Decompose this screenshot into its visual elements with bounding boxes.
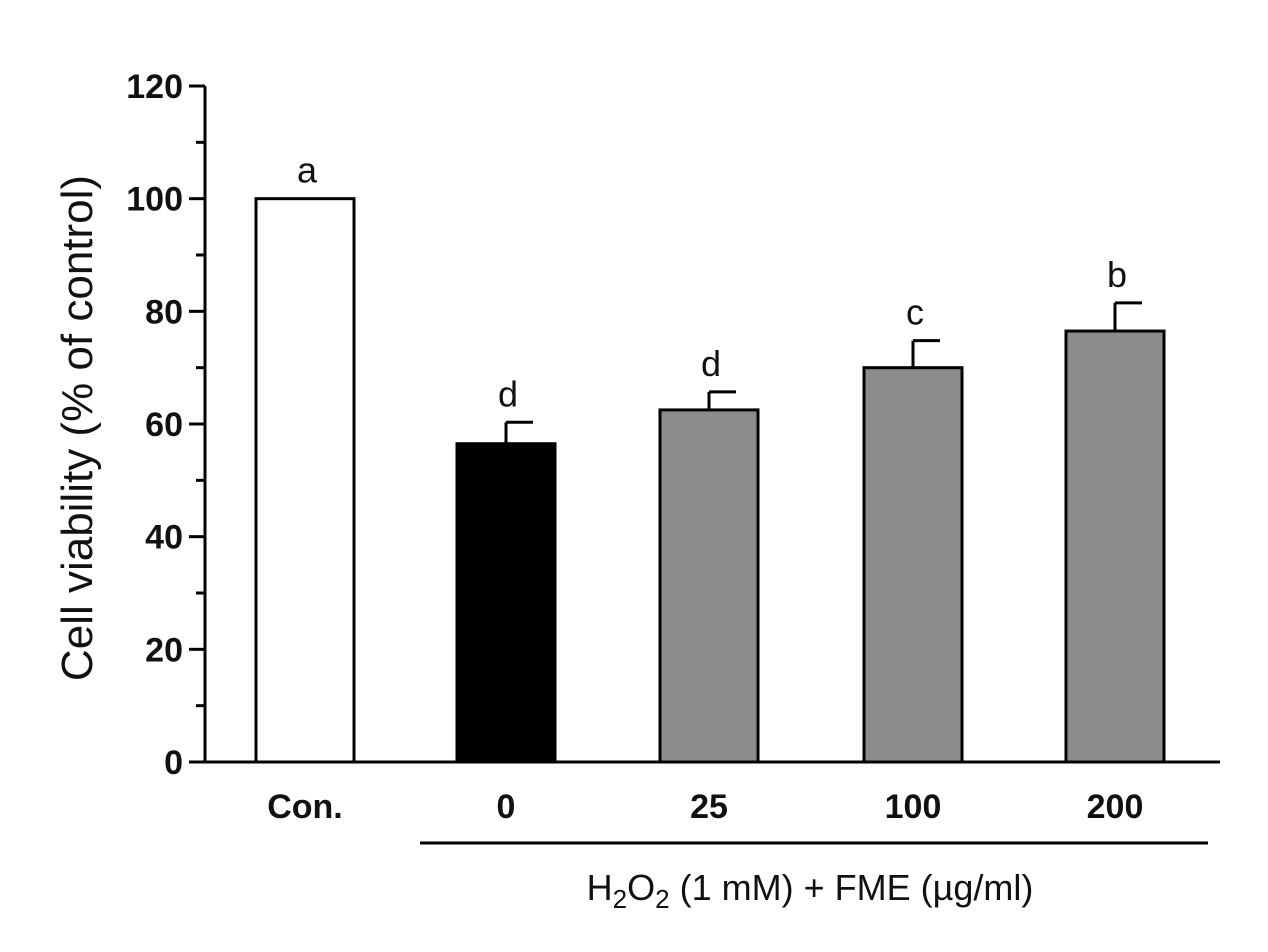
- significance-letter: b: [1107, 254, 1127, 295]
- x-tick-label: Con.: [267, 788, 343, 826]
- x-axis-group-title: H2O2 (1 mM) + FME (µg/ml): [587, 867, 1034, 914]
- x-title-h: H: [587, 867, 613, 908]
- y-tick-label: 20: [145, 631, 183, 669]
- x-title-o: O: [627, 867, 655, 908]
- x-tick-label: 25: [690, 788, 728, 826]
- y-tick-label: 120: [126, 68, 183, 106]
- y-axis: 0 20 40 60 80 100 120: [126, 68, 207, 782]
- y-tick-label: 100: [126, 181, 183, 219]
- y-axis-title: Cell viability (% of control): [53, 175, 102, 681]
- bar: [862, 366, 964, 764]
- bar: [254, 197, 356, 764]
- bar: [455, 442, 557, 764]
- significance-letter: d: [498, 373, 518, 414]
- x-tick-label: 0: [497, 788, 516, 826]
- y-tick-label: 0: [164, 744, 183, 782]
- x-title-rest: (1 mM) + FME (µg/ml): [670, 867, 1034, 908]
- significance-letter: d: [701, 343, 721, 384]
- bar: [658, 408, 760, 764]
- bars: a d d c b: [254, 150, 1166, 764]
- y-tick-label: 40: [145, 519, 183, 557]
- significance-letter: a: [297, 150, 318, 191]
- category-labels: Con. 0 25 100 200: [267, 788, 1143, 826]
- y-tick-label: 60: [145, 406, 183, 444]
- significance-letter: c: [906, 292, 924, 333]
- x-title-sub-2b: 2: [655, 884, 669, 914]
- x-title-sub-2a: 2: [613, 884, 627, 914]
- bar: [1064, 329, 1166, 764]
- x-tick-label: 200: [1087, 788, 1144, 826]
- y-tick-label: 80: [145, 293, 183, 331]
- x-tick-label: 100: [885, 788, 942, 826]
